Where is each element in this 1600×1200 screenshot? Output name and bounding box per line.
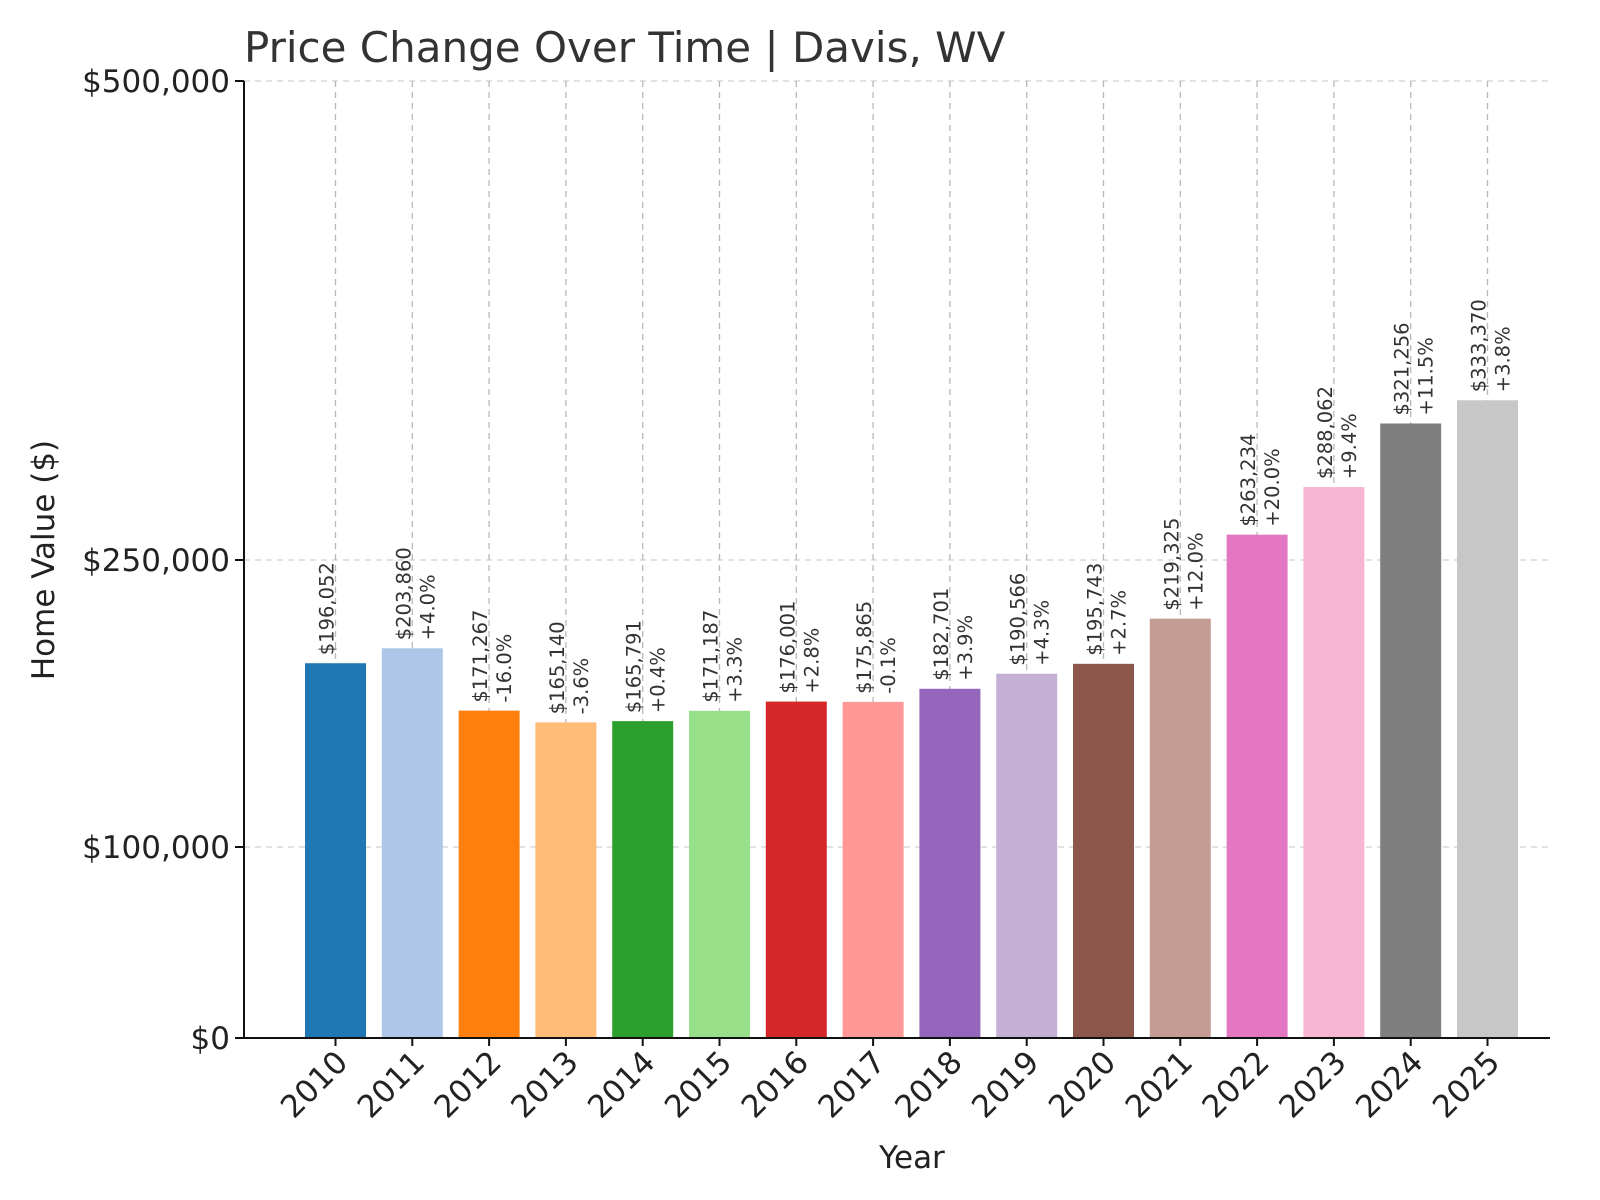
bar-2010 bbox=[305, 663, 366, 1038]
bar-2018 bbox=[919, 688, 981, 1038]
chart-title: Price Change Over Time | Davis, WV bbox=[244, 23, 1006, 72]
value-label: $182,701 bbox=[930, 588, 953, 681]
change-label: +0.4% bbox=[647, 647, 670, 713]
x-tick-label: 2012 bbox=[428, 1044, 509, 1125]
x-tick-label: 2018 bbox=[888, 1044, 969, 1125]
change-label: +3.9% bbox=[954, 615, 977, 681]
bar-2013 bbox=[535, 722, 597, 1038]
bar-label-2014: $165,791 +0.4% bbox=[623, 620, 670, 713]
change-label: +11.5% bbox=[1415, 337, 1438, 415]
x-tick-label: 2011 bbox=[351, 1044, 432, 1125]
value-label: $333,370 bbox=[1468, 299, 1491, 392]
value-label: $190,566 bbox=[1007, 573, 1030, 666]
change-label: +4.3% bbox=[1031, 600, 1054, 666]
bar-2023 bbox=[1303, 487, 1365, 1038]
y-axis-label: Home Value ($) bbox=[26, 440, 62, 680]
x-tick-label: 2010 bbox=[274, 1044, 355, 1125]
x-tick-label: 2020 bbox=[1042, 1044, 1123, 1125]
x-tick-label: 2017 bbox=[812, 1044, 893, 1125]
bar-label-2017: $175,865 -0.1% bbox=[853, 601, 900, 694]
x-tick-label: 2022 bbox=[1196, 1044, 1277, 1125]
value-label: $288,062 bbox=[1314, 386, 1337, 479]
bar-2011 bbox=[381, 648, 443, 1038]
change-label: +2.8% bbox=[800, 628, 823, 694]
value-label: $321,256 bbox=[1391, 322, 1414, 415]
bar-2025 bbox=[1457, 400, 1518, 1039]
bar-label-2010: $196,052 bbox=[316, 562, 339, 655]
bar-label-2013: $165,140 -3.6% bbox=[546, 621, 593, 714]
bar-2015 bbox=[689, 710, 750, 1038]
x-tick-label: 2024 bbox=[1349, 1044, 1430, 1125]
bar-label-2011: $203,860 +4.0% bbox=[392, 547, 439, 640]
change-label: +4.0% bbox=[416, 574, 439, 640]
x-tick-label: 2013 bbox=[504, 1044, 585, 1125]
x-tick-label: 2023 bbox=[1272, 1044, 1353, 1125]
bar-label-2021: $219,325 +12.0% bbox=[1160, 518, 1207, 611]
change-label: -0.1% bbox=[877, 637, 900, 694]
bar-2024 bbox=[1380, 423, 1442, 1038]
value-label: $176,001 bbox=[776, 601, 799, 694]
bar-2019 bbox=[996, 673, 1058, 1038]
bar-2017 bbox=[842, 701, 904, 1038]
change-label: +3.8% bbox=[1492, 326, 1515, 392]
y-tick-label: $500,000 bbox=[82, 64, 230, 100]
change-label: +3.3% bbox=[724, 637, 747, 703]
x-tick-label: 2016 bbox=[735, 1044, 816, 1125]
value-label: $196,052 bbox=[316, 562, 339, 655]
change-label: -3.6% bbox=[570, 658, 593, 715]
value-label: $171,187 bbox=[700, 610, 723, 703]
bar-label-2025: $333,370 +3.8% bbox=[1468, 299, 1515, 392]
value-label: $195,743 bbox=[1084, 563, 1107, 656]
bar-label-2024: $321,256 +11.5% bbox=[1391, 322, 1438, 415]
value-label: $219,325 bbox=[1160, 518, 1183, 611]
bar-label-2020: $195,743 +2.7% bbox=[1084, 563, 1131, 656]
bar-2016 bbox=[765, 701, 827, 1038]
x-tick-label: 2025 bbox=[1426, 1044, 1507, 1125]
bar-2022 bbox=[1226, 534, 1288, 1038]
value-labels: $196,052 $203,860 +4.0% $171,267 -16.0% $165,… bbox=[316, 299, 1515, 714]
value-label: $263,234 bbox=[1237, 434, 1260, 527]
bar-2012 bbox=[458, 710, 520, 1038]
bar-2020 bbox=[1073, 663, 1134, 1038]
change-label: +9.4% bbox=[1338, 413, 1361, 479]
bar-label-2022: $263,234 +20.0% bbox=[1237, 434, 1284, 527]
value-label: $175,865 bbox=[853, 601, 876, 694]
x-tick-label: 2015 bbox=[658, 1044, 739, 1125]
value-label: $171,267 bbox=[469, 610, 492, 703]
y-tick-label: $0 bbox=[191, 1021, 230, 1057]
bar-2014 bbox=[612, 721, 674, 1038]
value-label: $165,791 bbox=[623, 620, 646, 713]
x-tick-label: 2014 bbox=[581, 1044, 662, 1125]
y-tick-label: $250,000 bbox=[82, 543, 230, 579]
x-axis-label: Year bbox=[878, 1140, 945, 1176]
y-axis-ticks: $0 $100,000 $250,000 $500,000 bbox=[82, 64, 244, 1057]
bar-label-2018: $182,701 +3.9% bbox=[930, 588, 977, 681]
x-tick-label: 2021 bbox=[1119, 1044, 1200, 1125]
change-label: +20.0% bbox=[1261, 448, 1284, 526]
bar-label-2019: $190,566 +4.3% bbox=[1007, 573, 1054, 666]
bar-label-2012: $171,267 -16.0% bbox=[469, 610, 516, 703]
value-label: $165,140 bbox=[546, 621, 569, 714]
value-label: $203,860 bbox=[392, 547, 415, 640]
change-label: +2.7% bbox=[1108, 590, 1131, 656]
change-label: -16.0% bbox=[493, 634, 516, 703]
y-tick-label: $100,000 bbox=[82, 830, 230, 866]
x-tick-label: 2019 bbox=[965, 1044, 1046, 1125]
bar-label-2023: $288,062 +9.4% bbox=[1314, 386, 1361, 479]
bars bbox=[305, 400, 1518, 1039]
change-label: +12.0% bbox=[1184, 532, 1207, 610]
x-axis-ticks: 2010201120122013201420152016201720182019… bbox=[274, 1038, 1507, 1125]
bar-label-2016: $176,001 +2.8% bbox=[776, 601, 823, 694]
bar-2021 bbox=[1149, 618, 1211, 1038]
bar-label-2015: $171,187 +3.3% bbox=[700, 610, 747, 703]
